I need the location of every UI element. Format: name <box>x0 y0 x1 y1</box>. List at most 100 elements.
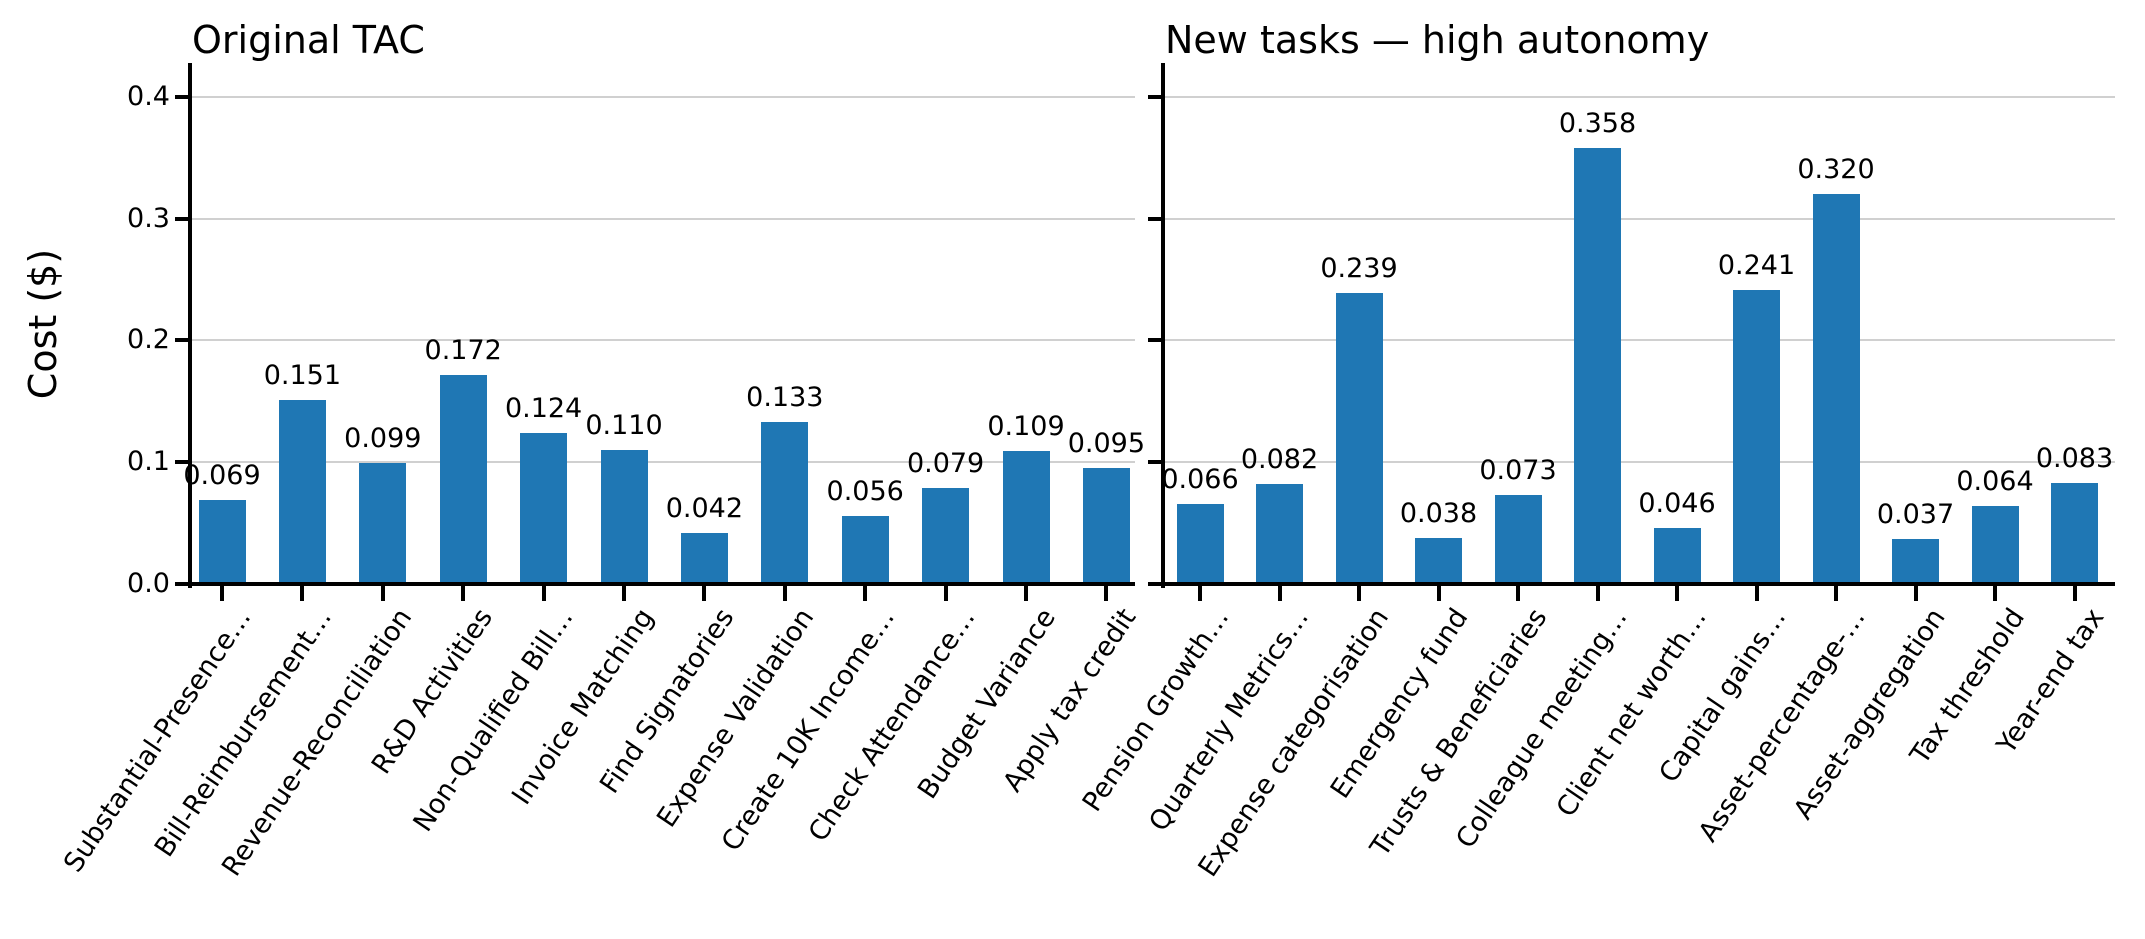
bar <box>600 450 648 582</box>
bar-value-label: 0.066 <box>1161 463 1239 495</box>
x-tick-mark <box>1436 586 1441 601</box>
bar-value-label: 0.082 <box>1240 444 1319 476</box>
gridline <box>1165 95 2115 98</box>
bar-value-label: 0.172 <box>424 334 502 366</box>
bar-value-label: 0.124 <box>504 392 583 424</box>
x-tick-mark <box>300 586 305 601</box>
x-tick-mark <box>1516 586 1520 601</box>
gridline <box>192 95 1135 98</box>
x-tick-label: Client net worth… <box>1550 603 1713 823</box>
x-tick-mark <box>220 586 224 601</box>
x-tick-mark <box>782 586 787 601</box>
gridline <box>1165 217 2115 220</box>
y-tick-mark <box>1148 216 1161 221</box>
gridline <box>1165 339 2115 342</box>
bar-value-label: 0.110 <box>585 410 663 442</box>
bar <box>1082 468 1130 582</box>
bar-value-label: 0.133 <box>746 382 824 413</box>
bar-value-label: 0.099 <box>344 423 422 455</box>
x-tick-label: Emergency fund <box>1324 603 1475 805</box>
x-axis-spine <box>1161 582 2115 586</box>
bar <box>198 499 246 582</box>
bar-value-label: 0.069 <box>183 459 261 491</box>
y-tick-label: 0.4 <box>127 80 170 112</box>
bar <box>1971 506 2019 582</box>
y-tick-label: 0.1 <box>127 446 170 478</box>
x-tick-mark <box>1357 586 1361 601</box>
gridline <box>192 217 1135 220</box>
bar <box>1494 495 1542 582</box>
bar-value-label: 0.095 <box>1067 428 1146 460</box>
x-axis-spine <box>188 582 1135 586</box>
bar <box>520 432 568 582</box>
bar-value-label: 0.042 <box>665 492 744 524</box>
y-axis-spine <box>1161 63 1165 588</box>
bar <box>278 400 326 582</box>
y-tick-mark <box>175 460 188 465</box>
bar-value-label: 0.241 <box>1717 250 1796 282</box>
bar <box>761 422 809 582</box>
x-tick-mark <box>1024 586 1028 601</box>
gridline <box>1165 461 2115 464</box>
gridline <box>192 339 1135 342</box>
x-tick-mark <box>863 586 868 601</box>
bar <box>680 532 728 582</box>
y-tick-mark <box>1148 94 1161 99</box>
y-tick-mark <box>1148 460 1161 465</box>
bar-value-label: 0.083 <box>2035 442 2114 474</box>
x-tick-mark <box>702 586 707 601</box>
bar-value-label: 0.079 <box>906 447 985 479</box>
bar <box>1892 538 1939 582</box>
bar <box>439 374 487 582</box>
bar-value-label: 0.358 <box>1558 107 1637 139</box>
panel-title-new-tasks: New tasks — high autonomy <box>1165 18 1710 62</box>
x-tick-mark <box>1198 586 1202 601</box>
y-tick-label: 0.2 <box>127 324 170 356</box>
x-tick-mark <box>1104 586 1109 601</box>
x-tick-mark <box>1595 586 1600 601</box>
x-tick-mark <box>541 586 546 601</box>
bar-value-label: 0.056 <box>826 475 904 507</box>
bar-value-label: 0.046 <box>1638 487 1716 519</box>
y-tick-mark <box>175 94 188 99</box>
bar <box>1002 451 1050 582</box>
bar <box>1176 503 1224 582</box>
x-tick-label: Invoice Matching <box>505 603 660 811</box>
x-tick-mark <box>1675 586 1679 601</box>
x-tick-mark <box>461 586 466 601</box>
bar <box>1574 147 1621 582</box>
bar-value-label: 0.109 <box>987 411 1065 443</box>
y-tick-mark <box>175 216 188 221</box>
y-tick-label: 0.0 <box>127 568 170 599</box>
bar <box>922 487 970 582</box>
bar <box>1335 292 1383 582</box>
y-tick-mark <box>1148 338 1161 343</box>
bar-value-label: 0.151 <box>263 360 342 392</box>
bar <box>1415 537 1462 582</box>
x-tick-mark <box>2072 586 2077 601</box>
bar <box>359 463 407 582</box>
bar-value-label: 0.320 <box>1797 154 1875 186</box>
bar <box>2051 482 2098 582</box>
x-tick-mark <box>380 586 385 601</box>
bar-value-label: 0.073 <box>1479 455 1557 487</box>
x-tick-mark <box>1913 586 1918 601</box>
x-tick-mark <box>1754 586 1759 601</box>
y-tick-mark <box>1148 582 1161 586</box>
bar <box>1653 527 1701 582</box>
x-tick-label: Asset-aggregation <box>1787 603 1952 826</box>
x-tick-label: Expense Validation <box>651 603 821 833</box>
bar-value-label: 0.239 <box>1320 252 1398 284</box>
gridline <box>192 461 1135 464</box>
x-tick-mark <box>1277 586 1282 601</box>
bar <box>1733 290 1780 582</box>
panel-title-original-tac: Original TAC <box>192 18 425 62</box>
x-tick-mark <box>1834 586 1838 601</box>
bar-value-label: 0.064 <box>1956 466 2034 498</box>
x-tick-mark <box>943 586 948 601</box>
x-tick-mark <box>622 586 626 601</box>
bar-value-label: 0.038 <box>1399 497 1478 529</box>
x-tick-mark <box>1993 586 1997 601</box>
bar <box>841 515 889 582</box>
